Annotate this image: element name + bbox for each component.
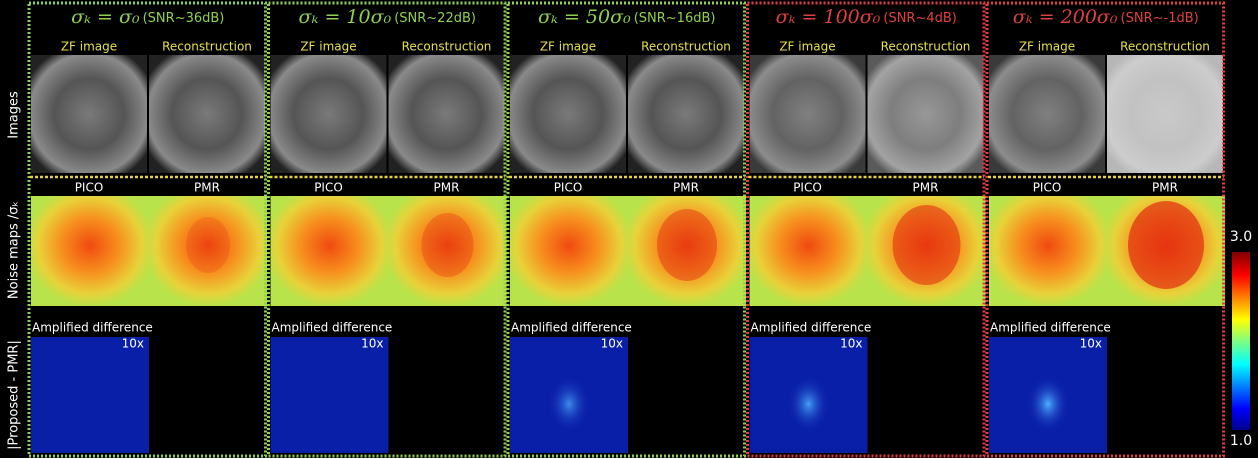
difference-blob — [1018, 360, 1078, 440]
image-label: Reconstruction — [881, 40, 971, 54]
noise-label: PICO — [793, 181, 822, 195]
amplification-label: 10x — [601, 337, 623, 351]
row-label: Noise maps /σₖ — [7, 201, 22, 299]
amplification-label: 10x — [840, 337, 862, 351]
noise-map — [271, 196, 389, 306]
formula: σₖ = 100σ₀ — [776, 6, 881, 28]
mri-image — [389, 55, 505, 173]
snr: (SNR~36dB) — [143, 11, 225, 26]
row-label: Images — [7, 91, 22, 139]
noise-label: PICO — [554, 181, 583, 195]
image-label: Reconstruction — [641, 40, 731, 54]
formula: σₖ = 50σ₀ — [538, 6, 631, 28]
mri-image — [510, 55, 626, 173]
noise-peak — [657, 209, 717, 281]
row-label: |Proposed - PMR| — [7, 340, 22, 450]
column-header: σₖ = 10σ₀(SNR~22dB) — [299, 6, 476, 28]
noise-overlay — [989, 55, 1105, 173]
noise-label: PICO — [1033, 181, 1062, 195]
snr: (SNR~22dB) — [394, 11, 476, 26]
amplification-label: 10x — [122, 337, 144, 351]
colorbar-min: 1.0 — [1230, 433, 1252, 449]
noise-peak — [1128, 201, 1204, 289]
noise-peak — [893, 205, 961, 285]
difference-map — [31, 337, 149, 453]
image-label: ZF image — [540, 40, 596, 54]
column-header: σₖ = 50σ₀(SNR~16dB) — [538, 6, 715, 28]
formula: σₖ = 10σ₀ — [299, 6, 392, 28]
mri-image — [149, 55, 265, 173]
noise-overlay — [1107, 55, 1223, 173]
difference-blob — [779, 360, 839, 440]
difference-blob — [539, 360, 599, 440]
noise-map — [989, 196, 1107, 306]
noise-label: PMR — [1152, 181, 1178, 195]
difference-label: Amplified difference — [511, 321, 632, 335]
image-label: ZF image — [779, 40, 835, 54]
noise-peak — [186, 217, 230, 273]
colorbar — [1232, 252, 1250, 430]
noise-label: PMR — [673, 181, 699, 195]
amplification-label: 10x — [1080, 337, 1102, 351]
amplification-label: 10x — [361, 337, 383, 351]
noise-peak — [422, 213, 474, 277]
difference-map — [271, 337, 389, 453]
noise-label: PICO — [314, 181, 343, 195]
noise-map — [510, 196, 628, 306]
image-label: Reconstruction — [162, 40, 252, 54]
noise-label: PMR — [194, 181, 220, 195]
formula: σₖ = σ₀ — [71, 6, 140, 28]
column-header: σₖ = 200σ₀(SNR~-1dB) — [1013, 6, 1199, 28]
difference-label: Amplified difference — [32, 321, 153, 335]
mri-image — [271, 55, 387, 173]
image-label: Reconstruction — [1120, 40, 1210, 54]
image-label: Reconstruction — [402, 40, 492, 54]
noise-map — [750, 196, 868, 306]
noise-map — [31, 196, 149, 306]
snr: (SNR~-1dB) — [1121, 11, 1199, 26]
image-label: ZF image — [1019, 40, 1075, 54]
difference-label: Amplified difference — [990, 321, 1111, 335]
snr: (SNR~16dB) — [634, 11, 716, 26]
column-header: σₖ = σ₀(SNR~36dB) — [71, 6, 224, 28]
difference-label: Amplified difference — [751, 321, 872, 335]
noise-label: PMR — [434, 181, 460, 195]
difference-label: Amplified difference — [272, 321, 393, 335]
mri-image — [31, 55, 147, 173]
mri-image — [628, 55, 744, 173]
noise-label: PICO — [75, 181, 104, 195]
noise-overlay — [868, 55, 984, 173]
figure: 3.0 1.0 Images Noise maps /σₖ |Proposed - … — [0, 0, 1258, 458]
formula: σₖ = 200σ₀ — [1013, 6, 1118, 28]
image-label: ZF image — [61, 40, 117, 54]
column-header: σₖ = 100σ₀(SNR~4dB) — [776, 6, 957, 28]
image-label: ZF image — [300, 40, 356, 54]
snr: (SNR~4dB) — [883, 11, 957, 26]
noise-label: PMR — [913, 181, 939, 195]
noise-overlay — [750, 55, 866, 173]
colorbar-max: 3.0 — [1230, 229, 1252, 245]
